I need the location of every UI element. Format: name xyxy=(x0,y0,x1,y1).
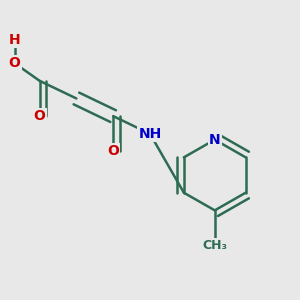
Text: O: O xyxy=(34,109,46,123)
Text: O: O xyxy=(9,56,20,70)
Text: NH: NH xyxy=(138,127,162,141)
Text: CH₃: CH₃ xyxy=(202,239,227,252)
Text: O: O xyxy=(107,145,119,158)
Text: N: N xyxy=(209,133,220,147)
Text: H: H xyxy=(9,33,20,46)
